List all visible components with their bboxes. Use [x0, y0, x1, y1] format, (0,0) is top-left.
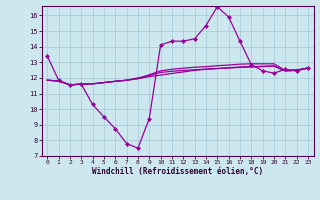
- X-axis label: Windchill (Refroidissement éolien,°C): Windchill (Refroidissement éolien,°C): [92, 167, 263, 176]
